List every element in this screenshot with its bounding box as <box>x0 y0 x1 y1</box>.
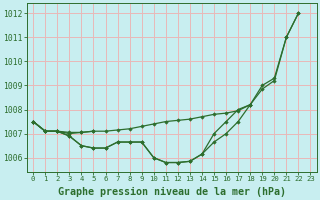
X-axis label: Graphe pression niveau de la mer (hPa): Graphe pression niveau de la mer (hPa) <box>58 186 286 197</box>
